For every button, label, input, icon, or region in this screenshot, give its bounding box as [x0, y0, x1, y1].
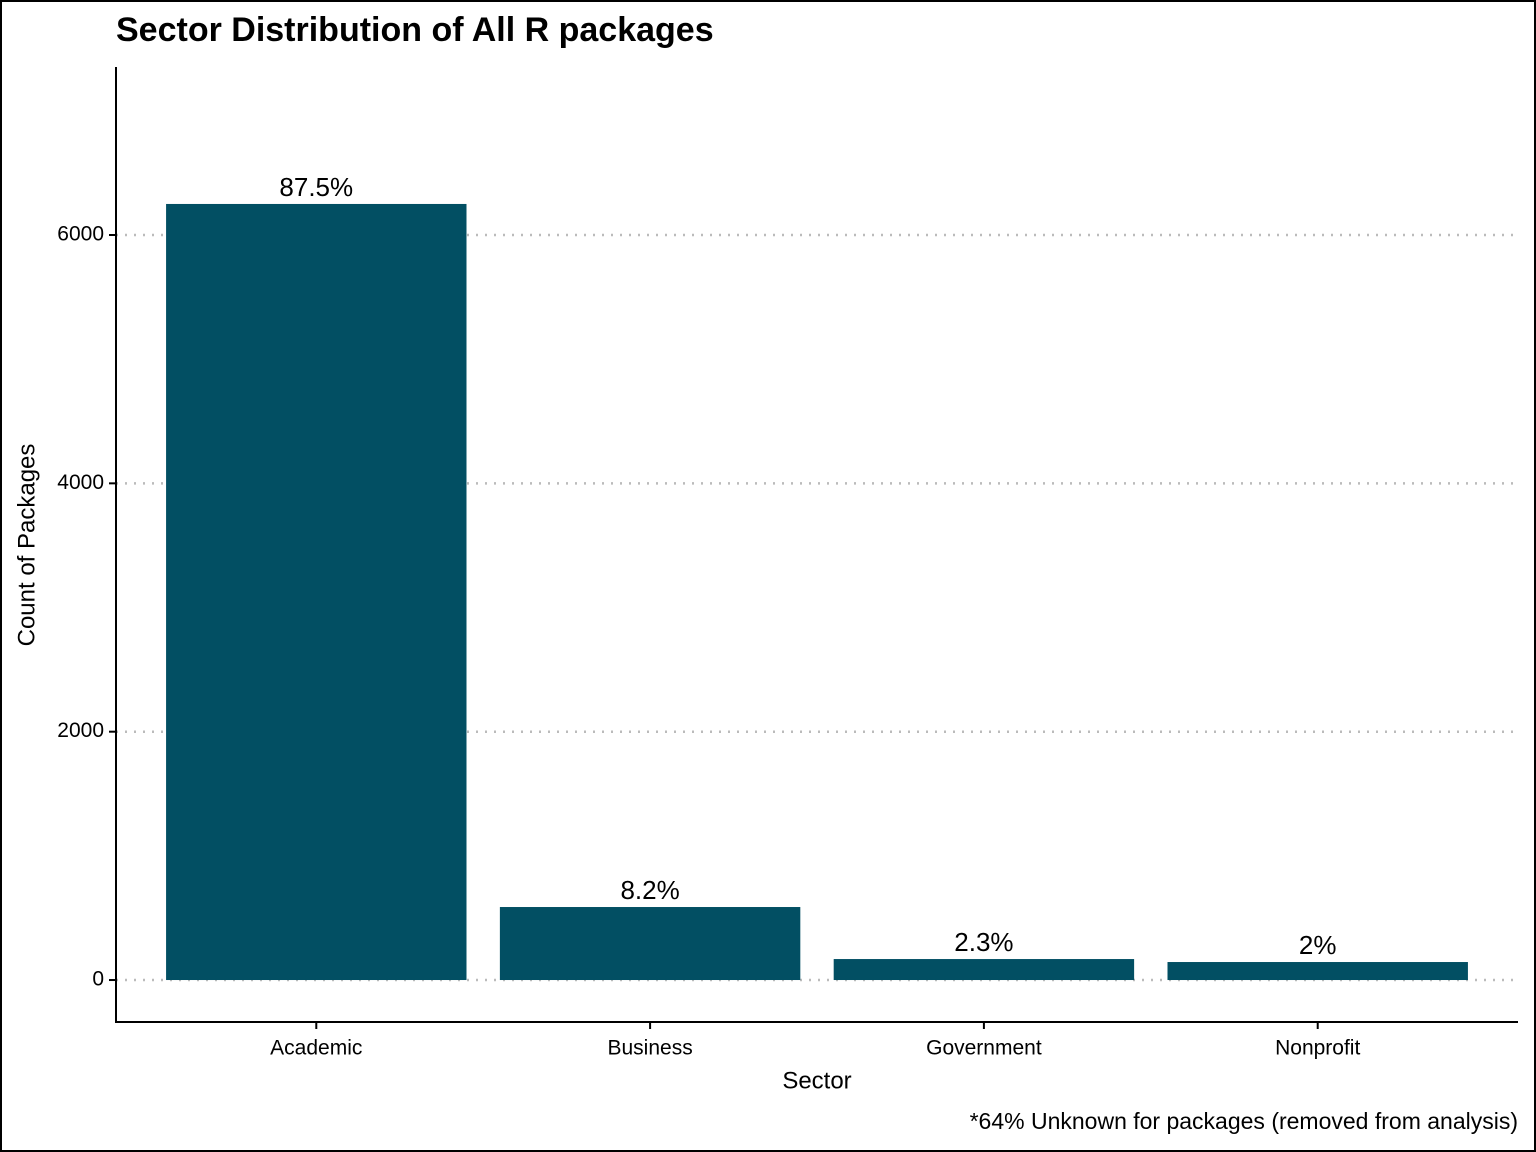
x-axis-title: Sector [782, 1067, 851, 1094]
x-tick-label: Business [607, 1037, 692, 1060]
chart-title: Sector Distribution of All R packages [116, 11, 714, 49]
y-tick-label: 4000 [57, 471, 104, 494]
x-tick-label: Government [926, 1037, 1042, 1060]
x-tick-label: Academic [270, 1037, 362, 1060]
bar [166, 203, 467, 981]
y-tick-label: 6000 [57, 223, 104, 246]
caption: *64% Unknown for packages (removed from … [970, 1108, 1518, 1134]
y-tick-label: 2000 [57, 719, 104, 742]
bar-label: 8.2% [620, 875, 679, 905]
bar [833, 959, 1135, 981]
y-tick-label: 0 [92, 968, 104, 991]
bar [1167, 962, 1468, 981]
bar-label: 2% [1299, 930, 1337, 960]
bar-label: 87.5% [279, 172, 353, 202]
y-axis-title: Count of Packages [13, 444, 40, 647]
x-tick-label: Nonprofit [1275, 1037, 1360, 1060]
bar-label: 2.3% [954, 927, 1013, 957]
bar [499, 907, 801, 981]
